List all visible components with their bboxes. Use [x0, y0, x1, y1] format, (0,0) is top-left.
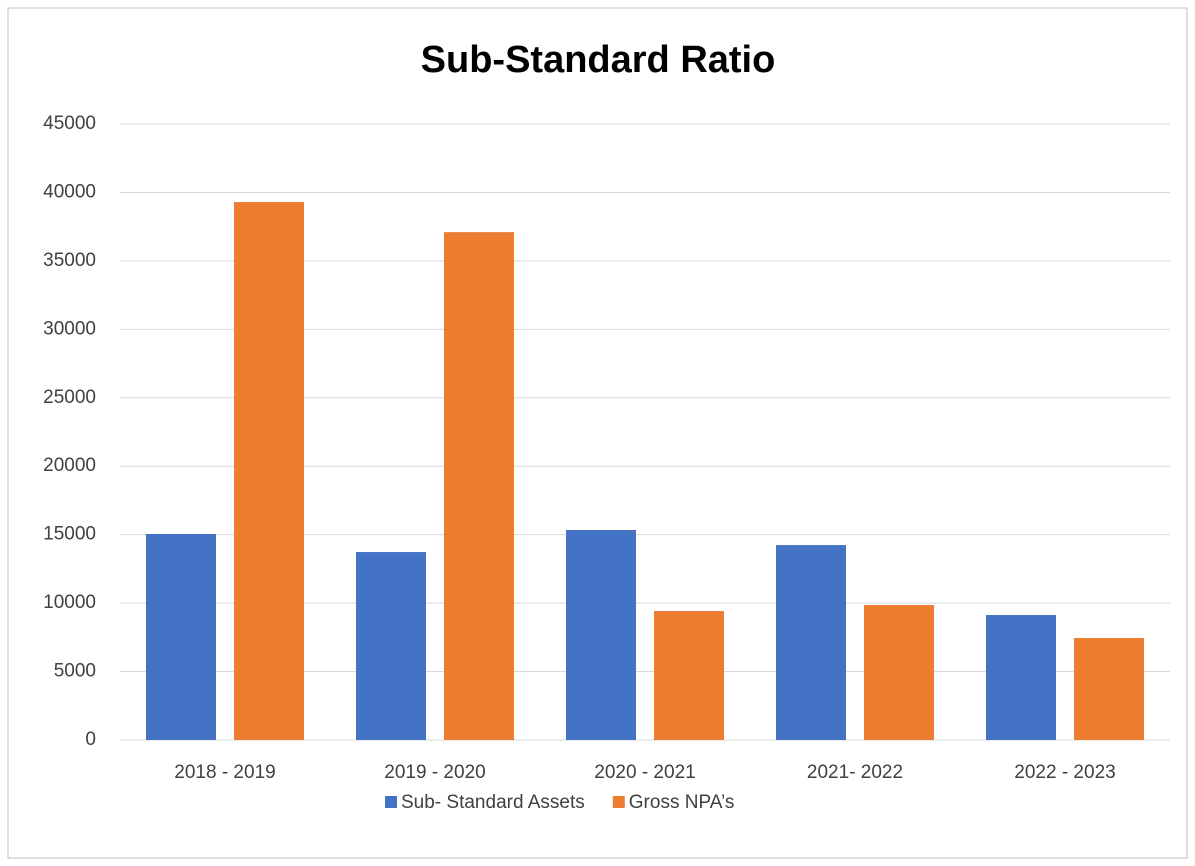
legend-label: Gross NPA’s [629, 792, 735, 813]
y-tick-label: 25000 [43, 387, 96, 408]
x-tick-label: 2019 - 2020 [384, 762, 485, 783]
bar [566, 530, 636, 740]
y-tick-label: 20000 [43, 455, 96, 476]
bar [1074, 638, 1144, 740]
y-tick-label: 0 [85, 729, 96, 750]
bar [654, 611, 724, 740]
y-tick-label: 40000 [43, 181, 96, 202]
y-tick-label: 35000 [43, 250, 96, 271]
bar [356, 552, 426, 740]
legend-swatch [385, 796, 397, 808]
bar [864, 605, 934, 740]
bar [776, 545, 846, 740]
bar [986, 615, 1056, 740]
legend-label: Sub- Standard Assets [401, 792, 585, 813]
y-tick-label: 30000 [43, 318, 96, 339]
bar [234, 202, 304, 740]
x-tick-label: 2020 - 2021 [594, 762, 695, 783]
bar [146, 533, 216, 740]
y-tick-label: 10000 [43, 592, 96, 613]
x-tick-label: 2022 - 2023 [1014, 762, 1115, 783]
x-tick-label: 2018 - 2019 [174, 762, 275, 783]
bar [444, 232, 514, 741]
y-tick-label: 5000 [54, 661, 96, 682]
y-tick-label: 15000 [43, 524, 96, 545]
y-tick-label: 45000 [43, 113, 96, 134]
legend-swatch [612, 796, 625, 808]
chart-title: Sub-Standard Ratio [421, 39, 776, 81]
x-tick-label: 2021- 2022 [807, 762, 903, 783]
